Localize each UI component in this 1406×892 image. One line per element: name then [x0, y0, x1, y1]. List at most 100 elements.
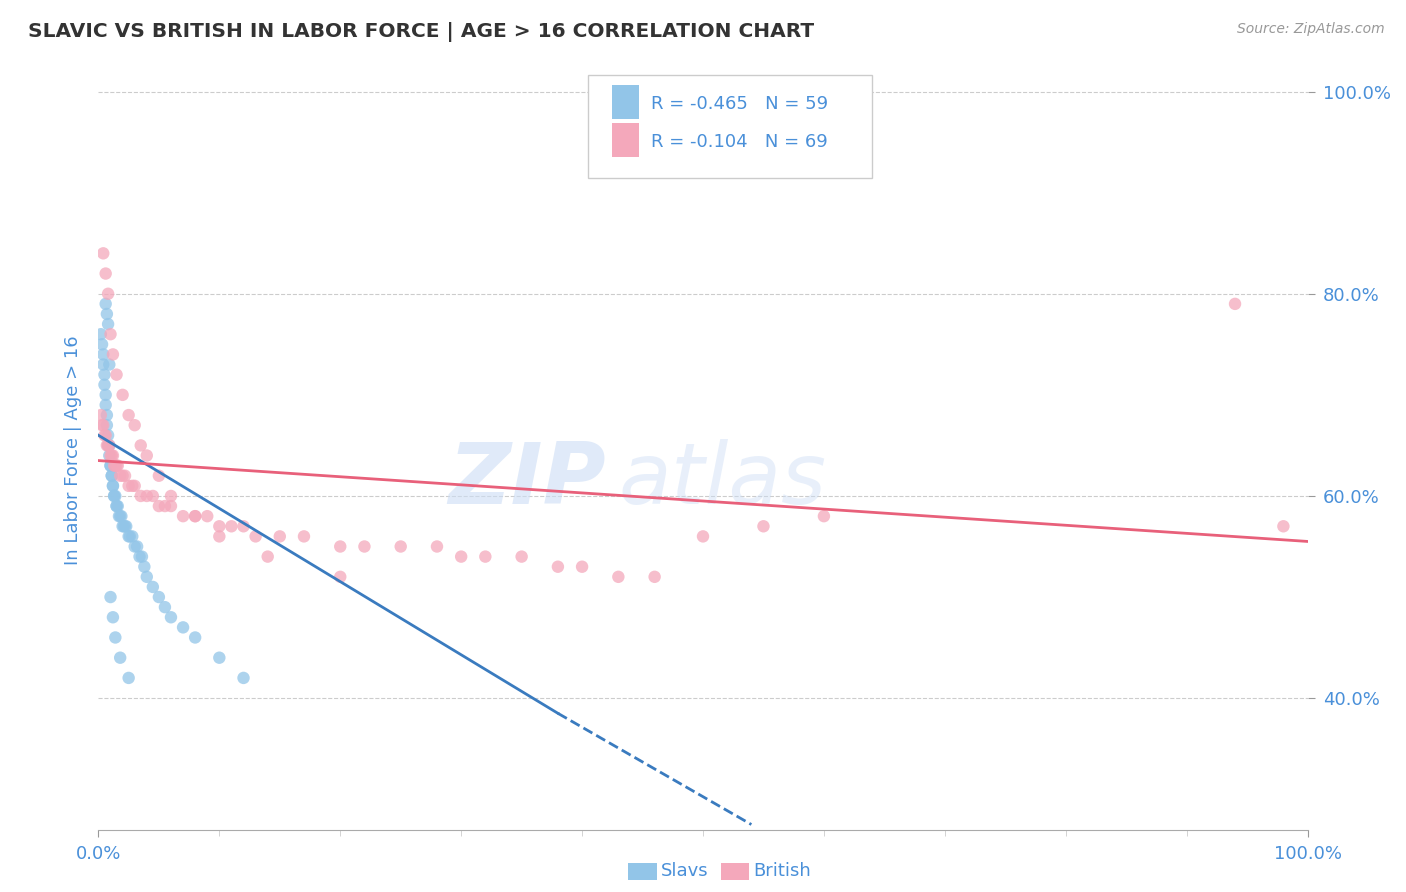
Point [94, 428, 117, 442]
FancyBboxPatch shape [588, 75, 872, 178]
Point [100, 458, 122, 473]
Point [104, 458, 127, 473]
Y-axis label: In Labor Force | Age > 16: In Labor Force | Age > 16 [63, 335, 82, 566]
Point [692, 529, 714, 543]
Point [114, 468, 136, 483]
Point [94, 267, 117, 281]
Point [97, 428, 120, 442]
Point [107, 458, 129, 473]
Point [1272, 519, 1295, 533]
Text: R = -0.465   N = 59: R = -0.465 N = 59 [651, 95, 828, 113]
Point [118, 408, 141, 422]
Point [426, 540, 449, 554]
Point [114, 519, 136, 533]
Point [1223, 297, 1246, 311]
Point [131, 549, 153, 564]
Point [160, 610, 183, 624]
Point [160, 499, 183, 513]
Text: ZIP: ZIP [449, 439, 606, 523]
Point [232, 519, 254, 533]
Point [118, 479, 141, 493]
Point [91, 358, 114, 372]
Point [93, 377, 115, 392]
Point [292, 529, 315, 543]
Point [129, 489, 152, 503]
Point [105, 368, 128, 382]
Point [353, 540, 375, 554]
Text: British: British [754, 863, 811, 880]
Point [450, 549, 472, 564]
Point [100, 590, 122, 604]
Point [208, 650, 231, 665]
Point [208, 529, 231, 543]
Point [108, 468, 131, 483]
Point [93, 368, 115, 382]
Point [184, 631, 207, 645]
Point [129, 438, 152, 452]
Point [101, 449, 124, 463]
Point [142, 580, 165, 594]
Point [93, 428, 115, 442]
Point [172, 620, 194, 634]
Point [389, 540, 412, 554]
Point [91, 337, 114, 351]
Point [97, 438, 120, 452]
Point [329, 570, 352, 584]
Point [329, 540, 352, 554]
Point [128, 549, 150, 564]
Point [94, 398, 117, 412]
Point [134, 559, 156, 574]
Point [644, 570, 666, 584]
Point [100, 449, 122, 463]
Point [103, 458, 125, 473]
Point [112, 519, 135, 533]
Point [752, 519, 775, 533]
Point [124, 540, 146, 554]
FancyBboxPatch shape [613, 123, 638, 157]
Text: Slavs: Slavs [661, 863, 709, 880]
Point [121, 479, 143, 493]
Point [160, 489, 183, 503]
Point [124, 479, 146, 493]
Point [96, 307, 118, 321]
Point [97, 438, 120, 452]
Point [148, 468, 170, 483]
Point [90, 327, 112, 342]
Point [108, 509, 131, 524]
Point [153, 600, 176, 615]
Text: SLAVIC VS BRITISH IN LABOR FORCE | AGE > 16 CORRELATION CHART: SLAVIC VS BRITISH IN LABOR FORCE | AGE >… [28, 22, 814, 42]
Point [103, 489, 125, 503]
Point [97, 317, 120, 331]
Point [96, 418, 118, 433]
Point [98, 438, 121, 452]
Point [100, 449, 122, 463]
Point [813, 509, 835, 524]
Point [91, 418, 114, 433]
Point [107, 499, 129, 513]
Point [101, 610, 124, 624]
Point [118, 671, 141, 685]
Point [100, 458, 122, 473]
Point [124, 418, 146, 433]
Point [245, 529, 267, 543]
Point [94, 297, 117, 311]
Point [105, 499, 128, 513]
Point [184, 509, 207, 524]
Point [98, 449, 121, 463]
Point [105, 458, 128, 473]
Point [111, 468, 134, 483]
Point [153, 499, 176, 513]
Point [91, 418, 114, 433]
Point [98, 438, 121, 452]
Point [111, 388, 134, 402]
Point [195, 509, 218, 524]
Point [100, 468, 122, 483]
Point [118, 529, 141, 543]
Text: Source: ZipAtlas.com: Source: ZipAtlas.com [1237, 22, 1385, 37]
Point [104, 489, 127, 503]
Point [135, 489, 157, 503]
Point [571, 559, 593, 574]
Point [101, 479, 124, 493]
Point [142, 489, 165, 503]
Point [111, 519, 134, 533]
